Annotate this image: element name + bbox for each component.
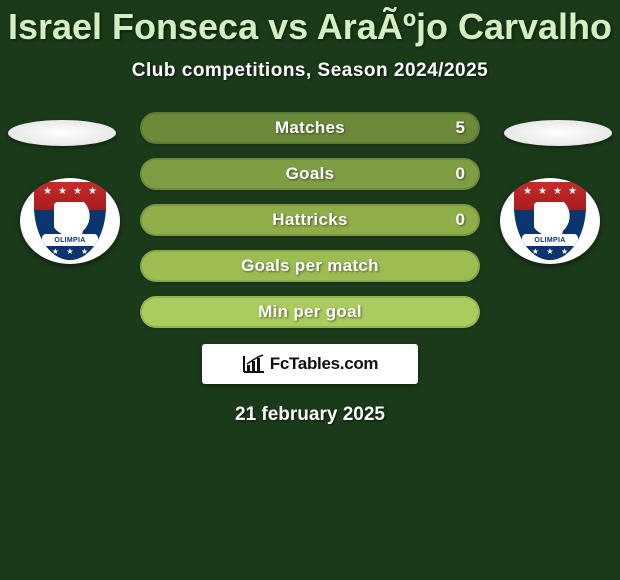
stat-row: Min per goal (140, 296, 480, 328)
branding-text: FcTables.com (270, 354, 379, 374)
comparison-infographic: Israel Fonseca vs AraÃºjo Carvalho Club … (0, 0, 620, 580)
stat-label: Min per goal (258, 302, 362, 322)
stat-value-right: 0 (456, 164, 465, 184)
stat-value-right: 0 (456, 210, 465, 230)
date-text: 21 february 2025 (0, 404, 620, 426)
stat-rows: Matches 5 Goals 0 Hattricks 0 Goals per match M… (140, 112, 480, 328)
subtitle: Club competitions, Season 2024/2025 (0, 60, 620, 82)
stat-row: Hattricks 0 (140, 204, 480, 236)
stat-row: Goals per match (140, 250, 480, 282)
stat-label: Goals per match (241, 256, 379, 276)
page-title: Israel Fonseca vs AraÃºjo Carvalho (0, 6, 620, 48)
stat-label: Goals (286, 164, 335, 184)
stat-row: Goals 0 (140, 158, 480, 190)
stat-row: Matches 5 (140, 112, 480, 144)
bar-chart-icon (242, 354, 266, 374)
stat-label: Hattricks (272, 210, 347, 230)
stat-label: Matches (275, 118, 345, 138)
stat-value-right: 5 (456, 118, 465, 138)
branding-badge: FcTables.com (202, 344, 418, 384)
stats-area: Matches 5 Goals 0 Hattricks 0 Goals per match M… (0, 112, 620, 328)
